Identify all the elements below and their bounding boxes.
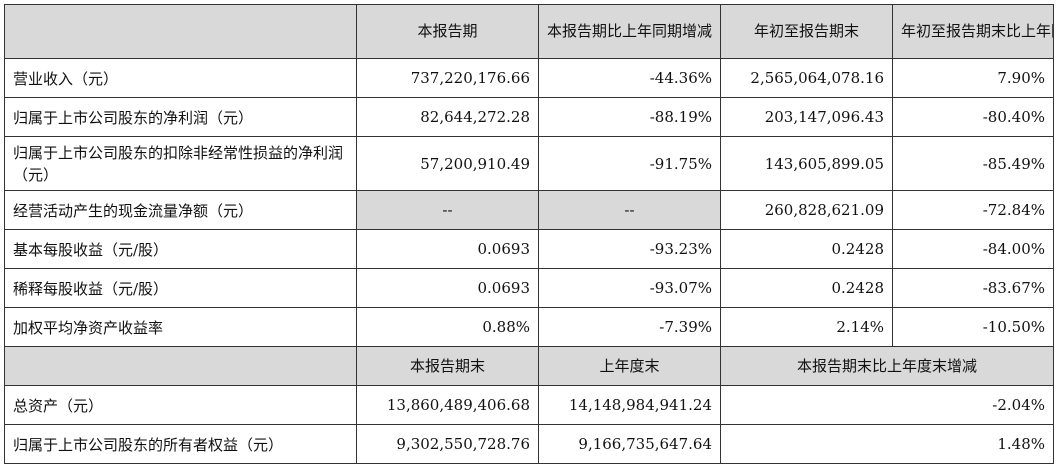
row-label: 经营活动产生的现金流量净额（元）: [4, 190, 357, 230]
header-corner-cell: [4, 4, 357, 59]
cell-value: 0.0693: [356, 268, 539, 308]
cell-value: 7.90%: [892, 58, 1054, 98]
cell-value: -72.84%: [892, 190, 1054, 230]
cell-value: -80.40%: [892, 97, 1054, 137]
cell-value: -7.39%: [538, 307, 721, 347]
cell-value: 260,828,621.09: [720, 190, 893, 230]
table-row: 稀释每股收益（元/股） 0.0693 -93.07% 0.2428 -83.67…: [4, 268, 1054, 308]
cell-value: 57,200,910.49: [356, 136, 539, 191]
cell-value: 1.48%: [720, 424, 1054, 464]
cell-value: -83.67%: [892, 268, 1054, 308]
row-label: 归属于上市公司股东的净利润（元）: [4, 97, 357, 137]
header2-change: 本报告期末比上年度末增减: [720, 346, 1054, 386]
header2-prior-year-end: 上年度末: [538, 346, 721, 386]
header2-period-end: 本报告期末: [356, 346, 539, 386]
cell-value: -44.36%: [538, 58, 721, 98]
financial-summary-table: 本报告期 本报告期比上年同期增减 年初至报告期末 年初至报告期末比上年同期增减 …: [4, 4, 1054, 464]
header-ytd: 年初至报告期末: [720, 4, 893, 59]
row-label: 加权平均净资产收益率: [4, 307, 357, 347]
cell-value: -88.19%: [538, 97, 721, 137]
table-row: 营业收入（元） 737,220,176.66 -44.36% 2,565,064…: [4, 58, 1054, 98]
cell-value: -93.07%: [538, 268, 721, 308]
cell-value: 9,166,735,647.64: [538, 424, 721, 464]
row-label: 归属于上市公司股东的扣除非经常性损益的净利润（元）: [4, 136, 357, 191]
row-label: 营业收入（元）: [4, 58, 357, 98]
table-row: 归属于上市公司股东的扣除非经常性损益的净利润（元） 57,200,910.49 …: [4, 136, 1054, 191]
cell-value: -85.49%: [892, 136, 1054, 191]
cell-value: -91.75%: [538, 136, 721, 191]
cell-value: -10.50%: [892, 307, 1054, 347]
header-ytd-yoy: 年初至报告期末比上年同期增减: [892, 4, 1054, 59]
table-row: 归属于上市公司股东的所有者权益（元） 9,302,550,728.76 9,16…: [4, 424, 1054, 464]
cell-value: -2.04%: [720, 385, 1054, 425]
cell-value: 2.14%: [720, 307, 893, 347]
table-header-row: 本报告期 本报告期比上年同期增减 年初至报告期末 年初至报告期末比上年同期增减: [4, 4, 1054, 59]
header-current-period-yoy: 本报告期比上年同期增减: [538, 4, 721, 59]
cell-value: 13,860,489,406.68: [356, 385, 539, 425]
row-label: 总资产（元）: [4, 385, 357, 425]
cell-value: 203,147,096.43: [720, 97, 893, 137]
row-label: 稀释每股收益（元/股）: [4, 268, 357, 308]
row-label: 归属于上市公司股东的所有者权益（元）: [4, 424, 357, 464]
cell-value: 0.2428: [720, 229, 893, 269]
cell-value: 14,148,984,941.24: [538, 385, 721, 425]
cell-value: 0.88%: [356, 307, 539, 347]
cell-value: 143,605,899.05: [720, 136, 893, 191]
table-row: 加权平均净资产收益率 0.88% -7.39% 2.14% -10.50%: [4, 307, 1054, 347]
cell-value: 0.2428: [720, 268, 893, 308]
table-row: 总资产（元） 13,860,489,406.68 14,148,984,941.…: [4, 385, 1054, 425]
header2-corner-cell: [4, 346, 357, 386]
table-header-row-2: 本报告期末 上年度末 本报告期末比上年度末增减: [4, 346, 1054, 386]
table-row: 基本每股收益（元/股） 0.0693 -93.23% 0.2428 -84.00…: [4, 229, 1054, 269]
cell-value: 737,220,176.66: [356, 58, 539, 98]
row-label: 基本每股收益（元/股）: [4, 229, 357, 269]
header-current-period: 本报告期: [356, 4, 539, 59]
cell-value: 82,644,272.28: [356, 97, 539, 137]
table-row: 经营活动产生的现金流量净额（元） -- -- 260,828,621.09 -7…: [4, 190, 1054, 230]
cell-value-not-applicable: --: [356, 190, 539, 230]
cell-value: 9,302,550,728.76: [356, 424, 539, 464]
financial-table-container: 本报告期 本报告期比上年同期增减 年初至报告期末 年初至报告期末比上年同期增减 …: [4, 4, 1054, 464]
cell-value: -84.00%: [892, 229, 1054, 269]
cell-value-not-applicable: --: [538, 190, 721, 230]
table-row: 归属于上市公司股东的净利润（元） 82,644,272.28 -88.19% 2…: [4, 97, 1054, 137]
cell-value: 0.0693: [356, 229, 539, 269]
cell-value: -93.23%: [538, 229, 721, 269]
cell-value: 2,565,064,078.16: [720, 58, 893, 98]
